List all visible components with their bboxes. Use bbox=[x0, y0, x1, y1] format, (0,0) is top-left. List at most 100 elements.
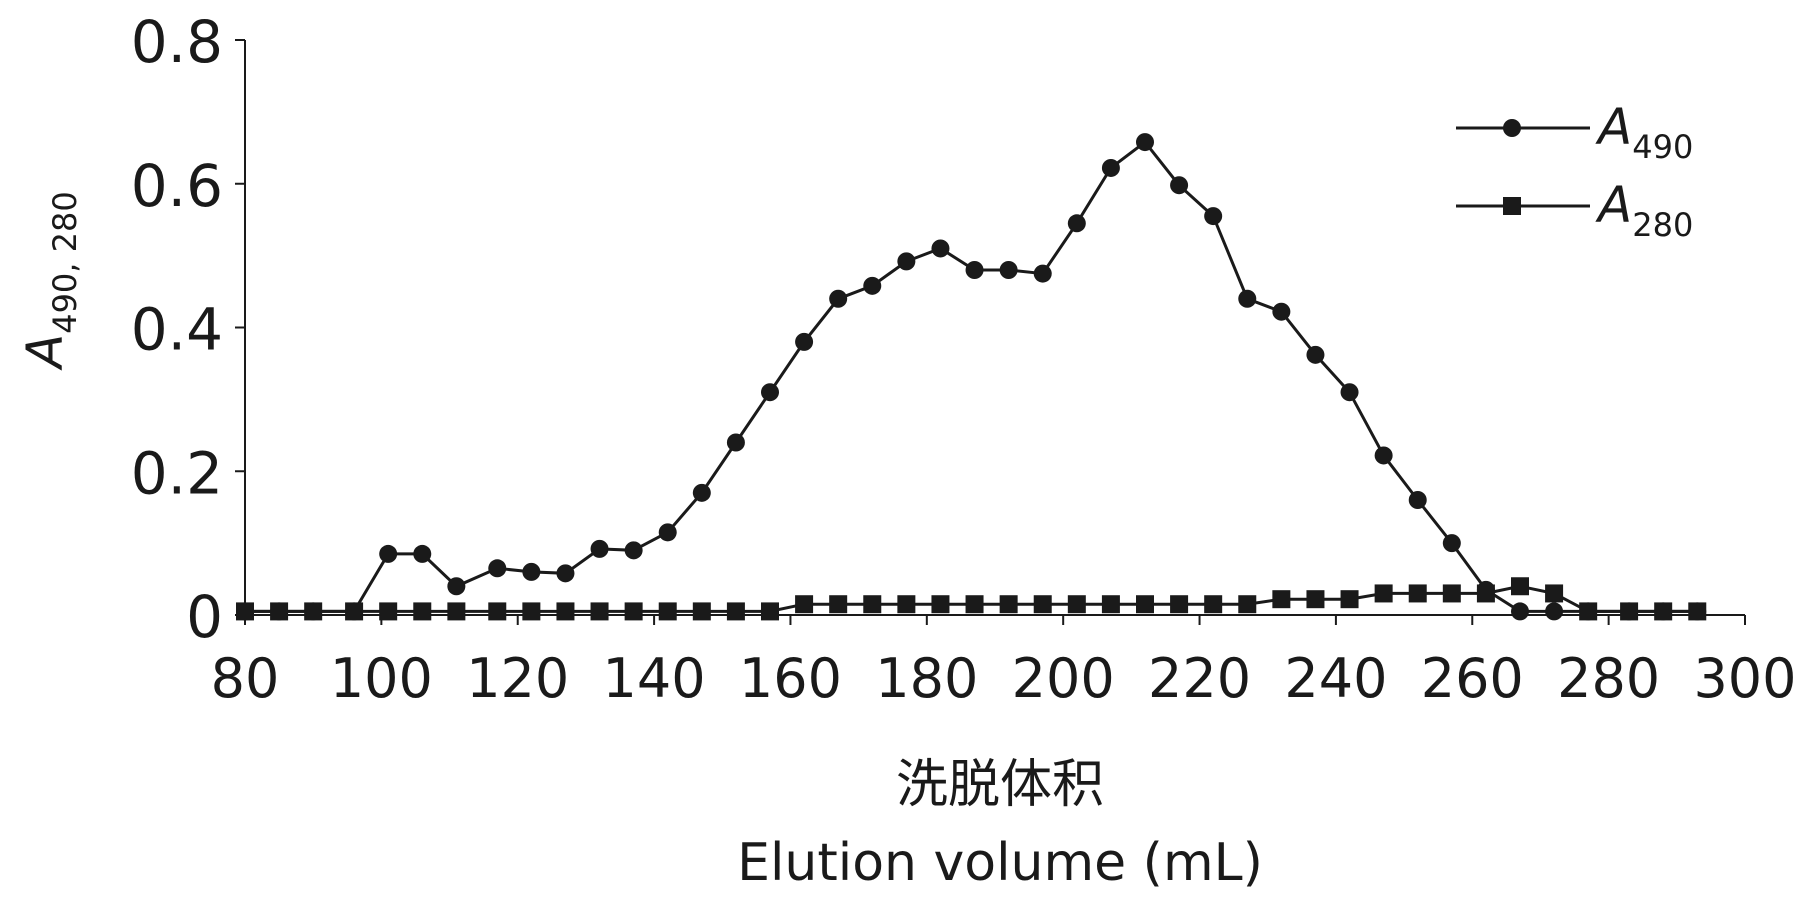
point-a280 bbox=[1579, 602, 1598, 621]
y-axis-label-main: A bbox=[16, 334, 74, 371]
point-a280 bbox=[1238, 595, 1257, 614]
point-a490 bbox=[863, 276, 882, 295]
point-a280 bbox=[1476, 584, 1495, 603]
legend-marker-a490 bbox=[1503, 119, 1521, 137]
point-a280 bbox=[1374, 584, 1393, 603]
y-axis-label-sub: 490, 280 bbox=[46, 191, 84, 334]
point-a280 bbox=[726, 602, 745, 621]
point-a490 bbox=[795, 332, 814, 351]
point-a280 bbox=[1101, 595, 1120, 614]
point-a490 bbox=[1136, 133, 1154, 152]
point-a490 bbox=[726, 433, 745, 452]
point-a490 bbox=[556, 564, 575, 583]
point-a280 bbox=[379, 602, 398, 621]
x-tick-label: 80 bbox=[211, 647, 280, 710]
point-a280 bbox=[624, 602, 643, 621]
x-tick-label: 180 bbox=[875, 647, 978, 710]
x-tick-label: 200 bbox=[1012, 647, 1115, 710]
point-a490 bbox=[1374, 446, 1393, 465]
point-a280 bbox=[345, 602, 364, 621]
point-a280 bbox=[236, 602, 254, 621]
y-axis-label: A490, 280 bbox=[16, 191, 84, 371]
point-a280 bbox=[590, 602, 609, 621]
point-a280 bbox=[522, 602, 541, 621]
point-a280 bbox=[931, 595, 950, 614]
point-a490 bbox=[1442, 534, 1461, 553]
x-tick-label: 160 bbox=[739, 647, 842, 710]
point-a280 bbox=[1204, 595, 1223, 614]
point-a490 bbox=[1238, 289, 1257, 308]
point-a490 bbox=[897, 252, 916, 271]
y-tick-labels: 0 0.2 0.4 0.6 0.8 bbox=[131, 8, 223, 651]
point-a280 bbox=[658, 602, 677, 621]
point-a280 bbox=[1306, 590, 1325, 609]
legend-label-a490: A490 bbox=[1595, 98, 1693, 166]
point-a490 bbox=[379, 544, 398, 563]
point-a490 bbox=[590, 539, 609, 558]
point-a490 bbox=[1067, 214, 1086, 233]
legend: A490 A280 bbox=[1456, 98, 1693, 244]
y-tick-label: 0.6 bbox=[131, 152, 223, 220]
point-a490 bbox=[1340, 383, 1359, 402]
point-a490 bbox=[1511, 602, 1529, 621]
point-a280 bbox=[1170, 595, 1189, 614]
x-tick-label: 100 bbox=[330, 647, 433, 710]
point-a490 bbox=[1204, 207, 1223, 226]
point-a490 bbox=[447, 577, 466, 596]
point-a490 bbox=[413, 544, 432, 563]
x-tick-label: 220 bbox=[1148, 647, 1251, 710]
y-tick-label: 0.4 bbox=[131, 296, 223, 364]
x-tick-label: 260 bbox=[1421, 647, 1524, 710]
x-tick-label: 300 bbox=[1693, 647, 1795, 710]
legend-label-a280: A280 bbox=[1595, 176, 1693, 244]
point-a490 bbox=[1272, 302, 1291, 321]
point-a280 bbox=[1067, 595, 1086, 614]
point-a280 bbox=[761, 602, 779, 621]
point-a280 bbox=[829, 595, 848, 614]
point-a280 bbox=[795, 595, 814, 614]
x-tick-labels: 80 100 120 140 160 180 200 220 240 260 280 300 bbox=[211, 647, 1795, 710]
point-a280 bbox=[304, 602, 323, 621]
point-a280 bbox=[1136, 595, 1154, 614]
point-a490 bbox=[488, 559, 507, 578]
x-axis-label-cn: 洗脱体积 bbox=[896, 755, 1104, 815]
point-a490 bbox=[965, 261, 984, 279]
point-a280 bbox=[1620, 602, 1639, 621]
legend-a280-main: A bbox=[1595, 176, 1632, 234]
point-a280 bbox=[556, 602, 575, 621]
point-a490 bbox=[1408, 491, 1427, 509]
point-a280 bbox=[447, 602, 466, 621]
point-a490 bbox=[1545, 602, 1564, 621]
point-a280 bbox=[488, 602, 507, 621]
y-tick-label: 0 bbox=[186, 583, 223, 651]
point-a490 bbox=[761, 383, 779, 402]
x-tick-label: 280 bbox=[1557, 647, 1660, 710]
point-a280 bbox=[1408, 584, 1427, 603]
point-a490 bbox=[1101, 158, 1120, 177]
point-a490 bbox=[1306, 345, 1325, 364]
point-a490 bbox=[999, 261, 1018, 279]
point-a490 bbox=[829, 289, 848, 308]
point-a280 bbox=[1545, 584, 1564, 603]
y-tick-label: 0.2 bbox=[131, 439, 223, 507]
point-a280 bbox=[999, 595, 1018, 614]
legend-a490-sub: 490 bbox=[1632, 128, 1693, 166]
point-a280 bbox=[1033, 595, 1052, 614]
x-tick-label: 240 bbox=[1284, 647, 1387, 710]
legend-a280-sub: 280 bbox=[1632, 206, 1693, 244]
y-tick-label: 0.8 bbox=[131, 8, 223, 76]
legend-marker-a280 bbox=[1503, 197, 1521, 215]
point-a280 bbox=[270, 602, 289, 621]
point-a280 bbox=[1442, 584, 1461, 603]
series-group bbox=[236, 133, 1707, 621]
x-axis-label-en: Elution volume (mL) bbox=[737, 833, 1263, 893]
point-a280 bbox=[1688, 602, 1707, 621]
point-a490 bbox=[931, 239, 950, 258]
point-a490 bbox=[522, 562, 541, 581]
point-a490 bbox=[1033, 264, 1052, 283]
point-a280 bbox=[965, 595, 984, 614]
point-a280 bbox=[413, 602, 432, 621]
point-a490 bbox=[692, 483, 711, 502]
point-a280 bbox=[692, 602, 711, 621]
